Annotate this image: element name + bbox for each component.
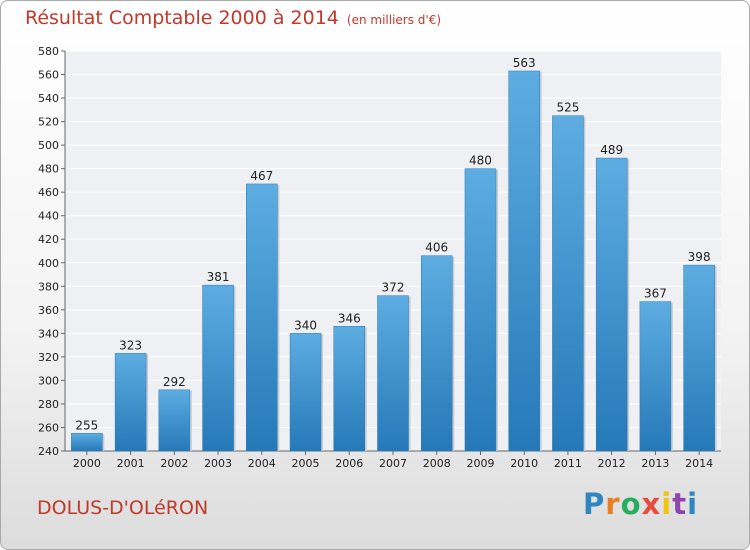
y-tick-label: 540	[38, 92, 59, 105]
bar-value-label: 255	[75, 418, 98, 432]
bar-value-label: 489	[600, 143, 623, 157]
y-tick-label: 580	[38, 45, 59, 58]
x-tick-label: 2011	[554, 457, 582, 470]
x-tick-label: 2001	[117, 457, 145, 470]
bar-value-label: 292	[163, 375, 186, 389]
x-tick-label: 2013	[641, 457, 669, 470]
x-tick-label: 2010	[510, 457, 538, 470]
bar-2013	[639, 301, 672, 452]
bar-2010	[508, 70, 540, 452]
x-tick-label: 2002	[160, 457, 188, 470]
y-tick-label: 520	[38, 116, 59, 129]
bar-value-label: 323	[119, 338, 142, 352]
chart-title: Résultat Comptable 2000 à 2014 (en millie…	[25, 7, 441, 29]
logo-letter: i	[661, 487, 673, 521]
bar-2000	[71, 433, 103, 452]
y-tick-label: 360	[38, 304, 59, 317]
bar-2014	[683, 264, 715, 452]
chart-unit: (en milliers d'€)	[346, 13, 442, 27]
bar-2011	[552, 115, 584, 452]
bar-2012	[595, 157, 628, 452]
y-tick-label: 560	[38, 69, 59, 82]
bar-value-label: 367	[644, 287, 667, 301]
bar-value-label: 563	[513, 56, 536, 70]
x-tick-label: 2006	[335, 457, 363, 470]
bar-2004	[246, 183, 278, 452]
bar-2008	[420, 255, 453, 452]
logo-letter: i	[687, 487, 699, 521]
logo-letter: r	[605, 487, 621, 521]
x-tick-label: 2009	[466, 457, 494, 470]
chart-title-text: Résultat Comptable 2000 à 2014	[25, 7, 339, 29]
bar-value-label: 372	[382, 281, 405, 295]
bar-2003	[202, 284, 234, 452]
y-tick-label: 460	[38, 186, 59, 199]
logo-letter: P	[583, 487, 606, 521]
x-tick-label: 2005	[292, 457, 320, 470]
y-tick-label: 280	[38, 398, 59, 411]
y-tick-label: 300	[38, 374, 59, 387]
x-tick-label: 2004	[248, 457, 276, 470]
y-tick-label: 340	[38, 327, 59, 340]
x-tick-label: 2012	[598, 457, 626, 470]
place-name: DOLUS-D'OLéRON	[37, 497, 209, 519]
y-tick-label: 420	[38, 233, 59, 246]
x-tick-label: 2007	[379, 457, 407, 470]
bar-2009	[464, 168, 497, 452]
x-tick-label: 2008	[423, 457, 451, 470]
bar-value-label: 467	[250, 169, 273, 183]
y-tick-label: 440	[38, 210, 59, 223]
y-tick-label: 480	[38, 163, 59, 176]
x-tick-label: 2014	[685, 457, 713, 470]
bar-2007	[377, 295, 409, 452]
y-tick-label: 320	[38, 351, 59, 364]
x-tick-label: 2000	[73, 457, 101, 470]
bar-value-label: 346	[338, 311, 361, 325]
x-tick-label: 2003	[204, 457, 232, 470]
bar-value-label: 398	[688, 250, 711, 264]
y-tick-label: 240	[38, 445, 59, 458]
bar-2006	[333, 326, 366, 452]
bar-value-label: 340	[294, 318, 317, 332]
logo-letter: o	[620, 487, 642, 521]
logo-letter: x	[641, 487, 662, 521]
y-tick-label: 260	[38, 421, 59, 434]
bar-value-label: 406	[425, 241, 448, 255]
y-tick-label: 400	[38, 257, 59, 270]
bar-value-label: 381	[207, 270, 230, 284]
y-tick-label: 380	[38, 280, 59, 293]
bar-2005	[289, 333, 322, 452]
bar-value-label: 525	[556, 101, 579, 115]
y-tick-label: 500	[38, 139, 59, 152]
bar-value-label: 480	[469, 154, 492, 168]
proxiti-logo: Proxiti	[583, 487, 698, 521]
bar-2002	[158, 389, 191, 452]
logo-letter: t	[672, 487, 688, 521]
bar-2001	[114, 353, 147, 452]
